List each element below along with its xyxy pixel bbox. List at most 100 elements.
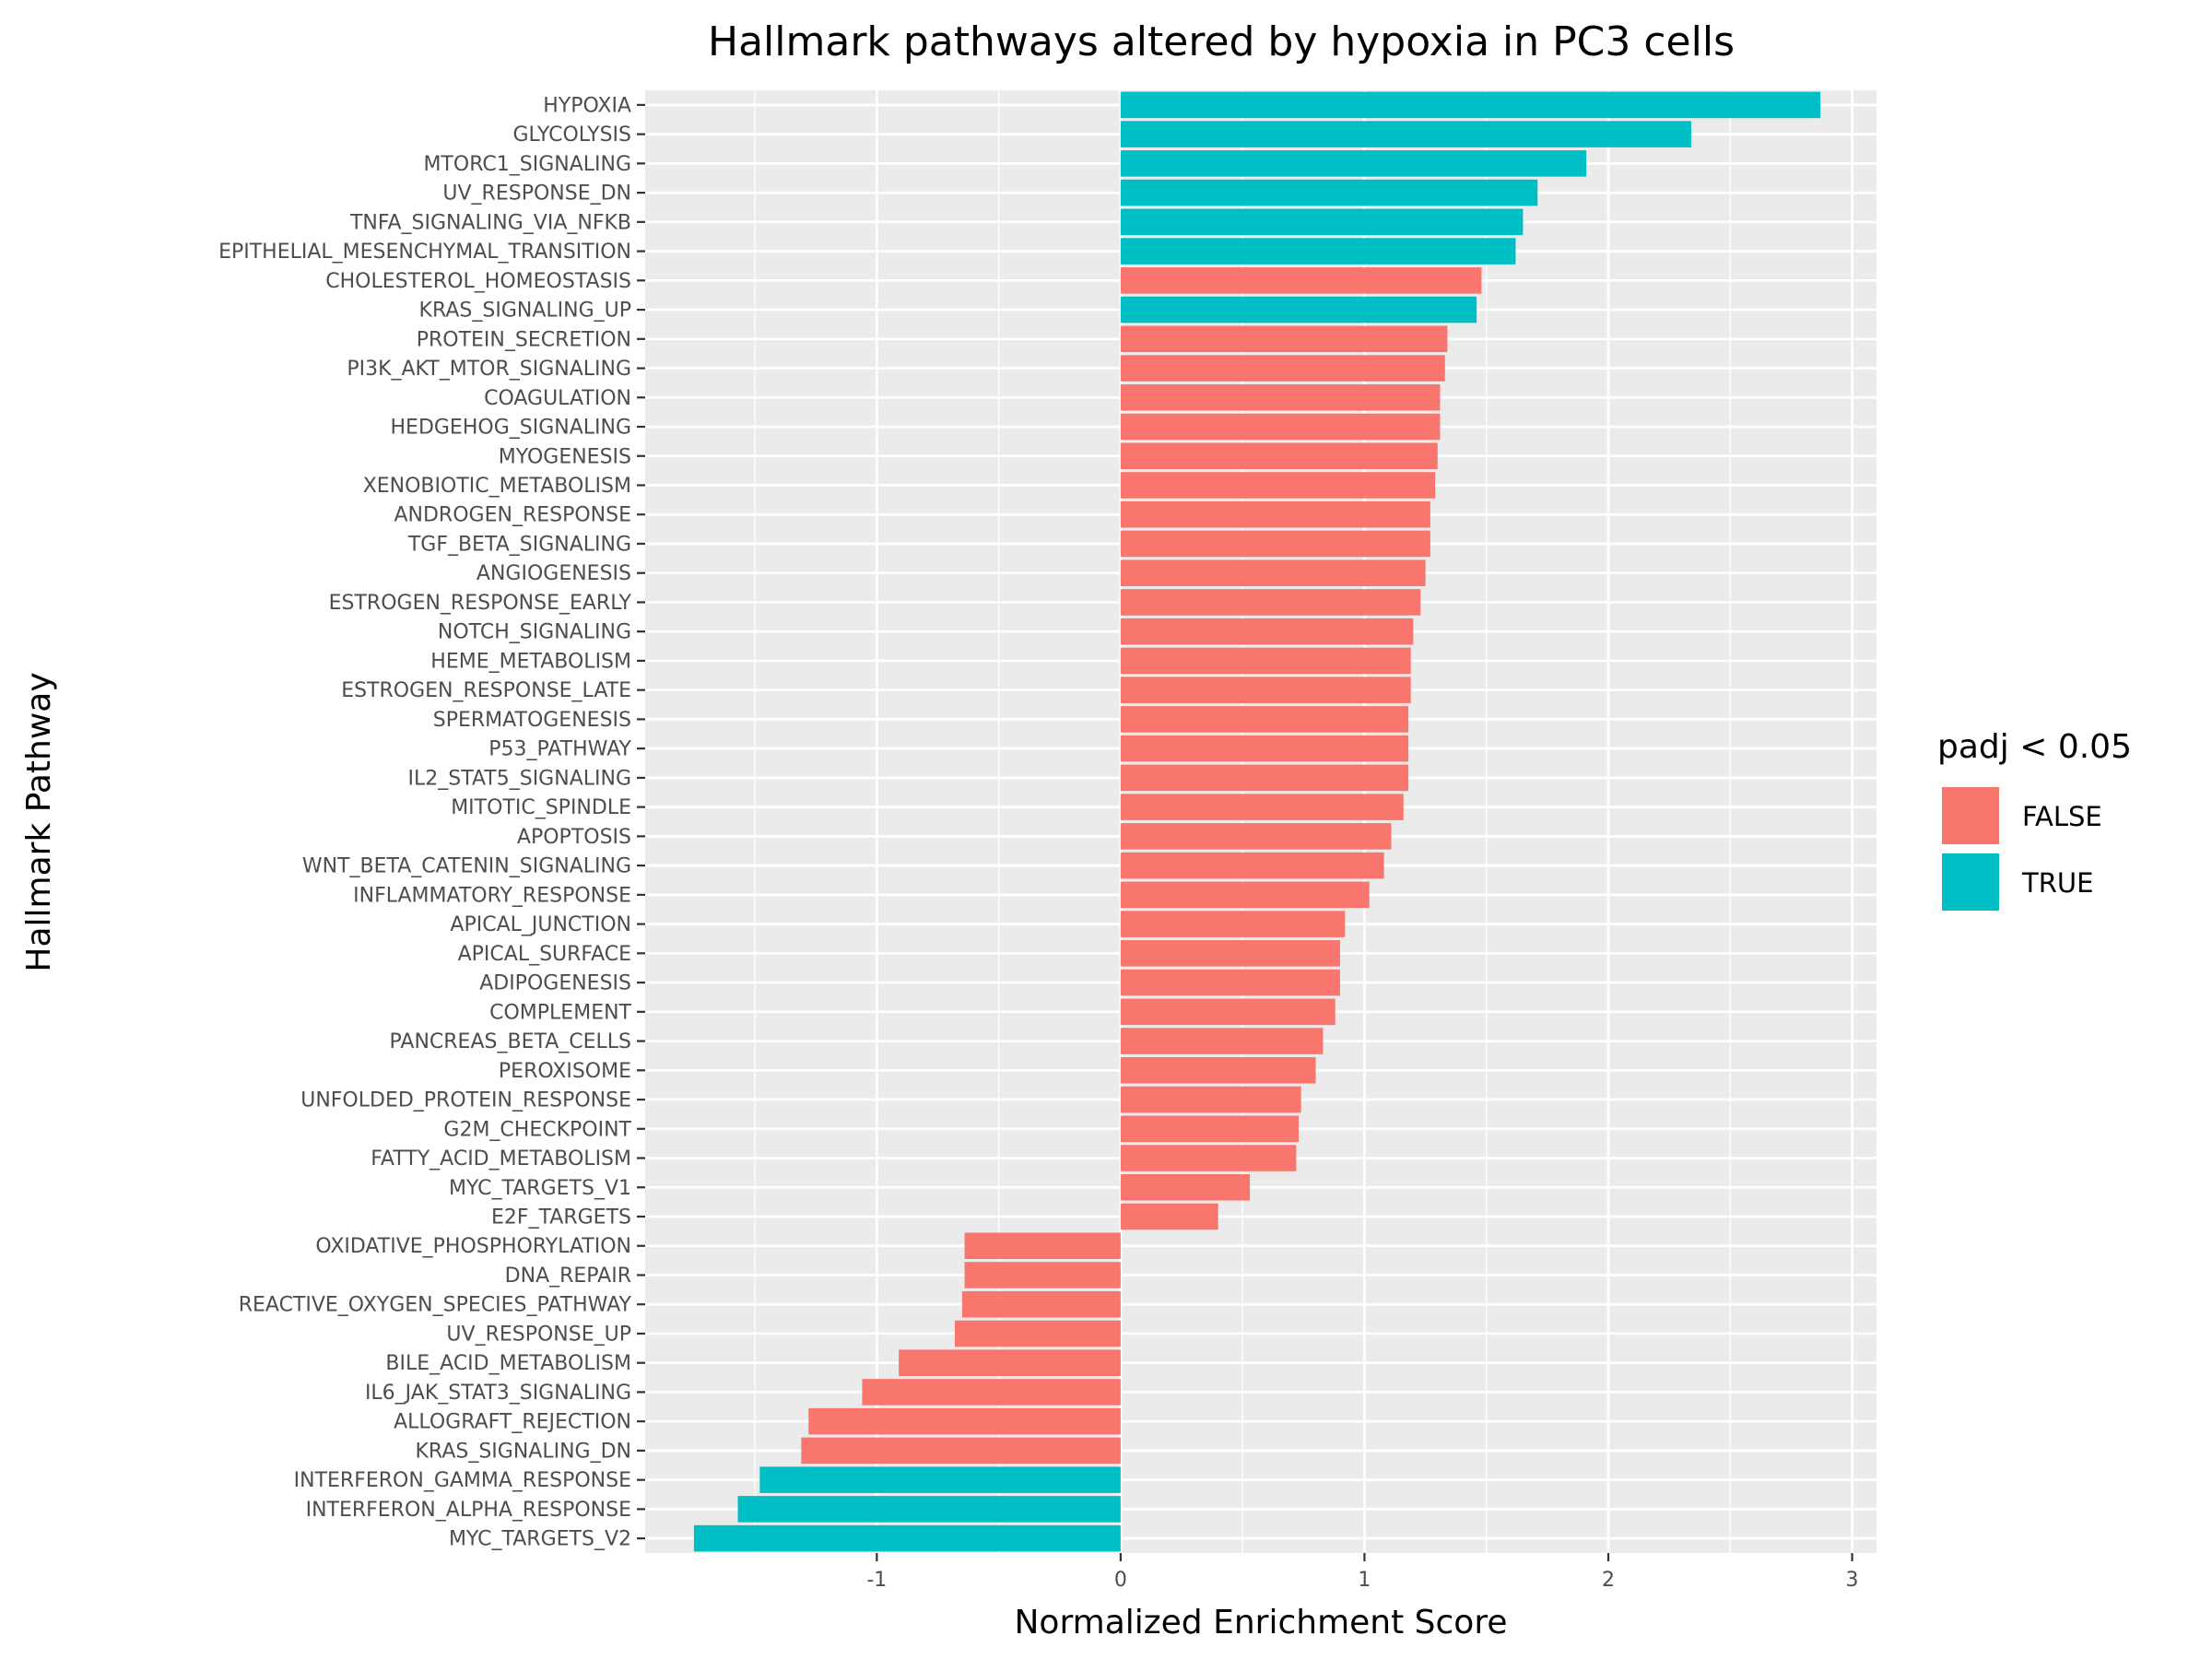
- bar-oxidative-phosphorylation: [964, 1232, 1121, 1260]
- bar-interferon-gamma-response: [759, 1466, 1121, 1493]
- bar-e2f-targets: [1120, 1203, 1218, 1230]
- bar-inflammatory-response: [1120, 881, 1370, 909]
- category-label: GLYCOLYSIS: [513, 124, 632, 147]
- category-label: BILE_ACID_METABOLISM: [385, 1352, 631, 1375]
- bar-uv-response-dn: [1120, 179, 1538, 206]
- category-label: PROTEIN_SECRETION: [417, 328, 631, 351]
- category-label: ALLOGRAFT_REJECTION: [394, 1411, 631, 1434]
- bar-myc-targets-v1: [1120, 1173, 1251, 1201]
- bar-estrogen-response-early: [1120, 589, 1421, 616]
- legend-label-false: FALSE: [2022, 801, 2102, 832]
- y-axis-title: Hallmark Pathway: [20, 672, 58, 971]
- bar-il2-stat5-signaling: [1120, 764, 1409, 792]
- category-label: PANCREAS_BETA_CELLS: [390, 1030, 631, 1053]
- category-label: ESTROGEN_RESPONSE_LATE: [341, 679, 631, 702]
- bar-unfolded-protein-response: [1120, 1086, 1301, 1113]
- bar-hedgehog-signaling: [1120, 413, 1441, 441]
- category-label: ESTROGEN_RESPONSE_EARLY: [329, 592, 632, 615]
- category-label: IL2_STAT5_SIGNALING: [408, 767, 631, 790]
- x-tick-label: 3: [1846, 1569, 1859, 1592]
- bar-xenobiotic-metabolism: [1120, 472, 1436, 499]
- bar-myogenesis: [1120, 442, 1438, 470]
- legend-title: padj < 0.05: [1937, 728, 2132, 766]
- category-label: INTERFERON_GAMMA_RESPONSE: [294, 1469, 631, 1492]
- bar-g2m-checkpoint: [1120, 1115, 1300, 1143]
- bar-dna-repair: [964, 1262, 1121, 1288]
- category-label: EPITHELIAL_MESENCHYMAL_TRANSITION: [218, 241, 631, 264]
- category-label: INFLAMMATORY_RESPONSE: [353, 884, 631, 907]
- bar-mtorc1-signaling: [1120, 150, 1587, 177]
- category-label: MITOTIC_SPINDLE: [451, 796, 631, 819]
- category-label: MYC_TARGETS_V1: [449, 1177, 631, 1200]
- category-label: P53_PATHWAY: [488, 738, 631, 761]
- bar-apical-junction: [1120, 911, 1346, 937]
- x-tick-label: -1: [866, 1569, 887, 1592]
- category-label: FATTY_ACID_METABOLISM: [371, 1147, 631, 1171]
- bar-reactive-oxygen-species-pathway: [961, 1290, 1121, 1318]
- bar-pi3k-akt-mtor-signaling: [1120, 355, 1445, 382]
- bar-peroxisome: [1120, 1057, 1316, 1084]
- bar-estrogen-response-late: [1120, 677, 1411, 703]
- category-label: UV_RESPONSE_DN: [442, 182, 631, 206]
- category-label: COAGULATION: [484, 387, 631, 410]
- category-label: TGF_BETA_SIGNALING: [407, 533, 631, 556]
- category-label: TNFA_SIGNALING_VIA_NFKB: [349, 211, 631, 234]
- legend: padj < 0.05 FALSE TRUE: [1937, 728, 2132, 912]
- category-label: HYPOXIA: [543, 94, 631, 117]
- category-label: REACTIVE_OXYGEN_SPECIES_PATHWAY: [239, 1294, 632, 1317]
- category-label: DNA_REPAIR: [505, 1265, 631, 1288]
- category-label: KRAS_SIGNALING_UP: [419, 300, 631, 323]
- category-label: E2F_TARGETS: [491, 1206, 631, 1229]
- bar-allograft-rejection: [808, 1407, 1121, 1435]
- bar-wnt-beta-catenin-signaling: [1120, 852, 1384, 879]
- category-label: UV_RESPONSE_UP: [446, 1323, 631, 1346]
- bar-bile-acid-metabolism: [899, 1349, 1121, 1376]
- bar-heme-metabolism: [1120, 647, 1411, 675]
- category-label: HEME_METABOLISM: [430, 650, 631, 673]
- category-label: XENOBIOTIC_METABOLISM: [363, 475, 631, 498]
- bar-kras-signaling-up: [1120, 296, 1477, 324]
- x-tick-label: 0: [1114, 1569, 1127, 1592]
- bar-apical-surface: [1120, 940, 1340, 967]
- category-label: NOTCH_SIGNALING: [438, 621, 631, 644]
- y-axis: HYPOXIA GLYCOLYSIS MTORC1_SIGNALING UV_RESP…: [218, 94, 645, 1551]
- bars: [693, 91, 1821, 1552]
- x-axis: -1 0 1 2 3: [866, 1553, 1859, 1592]
- category-label: PI3K_AKT_MTOR_SIGNALING: [347, 358, 631, 381]
- category-label: MYOGENESIS: [499, 445, 631, 468]
- bar-il6-jak-stat3-signaling: [862, 1379, 1121, 1406]
- legend-label-true: TRUE: [2021, 867, 2093, 899]
- legend-key-true: [1940, 852, 2001, 912]
- bar-protein-secretion: [1120, 325, 1448, 353]
- category-label: ANGIOGENESIS: [477, 562, 631, 585]
- legend-key-false: [1940, 785, 2001, 846]
- category-label: SPERMATOGENESIS: [433, 709, 631, 732]
- x-axis-title: Normalized Enrichment Score: [1015, 1604, 1508, 1641]
- category-label: KRAS_SIGNALING_DN: [416, 1440, 632, 1463]
- category-label: APICAL_JUNCTION: [450, 913, 631, 936]
- bar-coagulation: [1120, 383, 1441, 411]
- bar-angiogenesis: [1120, 559, 1426, 586]
- category-label: MYC_TARGETS_V2: [449, 1528, 631, 1551]
- bar-cholesterol-homeostasis: [1120, 267, 1482, 294]
- bar-pancreas-beta-cells: [1120, 1028, 1324, 1054]
- category-label: COMPLEMENT: [489, 1001, 631, 1024]
- category-label: APOPTOSIS: [517, 826, 631, 849]
- bar-uv-response-up: [954, 1320, 1121, 1347]
- bar-spermatogenesis: [1120, 706, 1409, 733]
- bar-complement: [1120, 998, 1335, 1026]
- category-label: INTERFERON_ALPHA_RESPONSE: [306, 1499, 631, 1522]
- bar-apoptosis: [1120, 823, 1392, 850]
- x-tick-label: 1: [1358, 1569, 1371, 1592]
- bar-hypoxia: [1120, 91, 1821, 119]
- category-label: WNT_BETA_CATENIN_SIGNALING: [302, 855, 631, 878]
- bar-adipogenesis: [1120, 969, 1340, 996]
- category-label: MTORC1_SIGNALING: [423, 153, 631, 176]
- category-label: UNFOLDED_PROTEIN_RESPONSE: [300, 1089, 631, 1112]
- bar-kras-signaling-dn: [801, 1437, 1121, 1465]
- category-label: ANDROGEN_RESPONSE: [394, 504, 631, 527]
- bar-androgen-response: [1120, 500, 1430, 528]
- category-label: APICAL_SURFACE: [458, 943, 631, 966]
- category-label: ADIPOGENESIS: [479, 972, 631, 995]
